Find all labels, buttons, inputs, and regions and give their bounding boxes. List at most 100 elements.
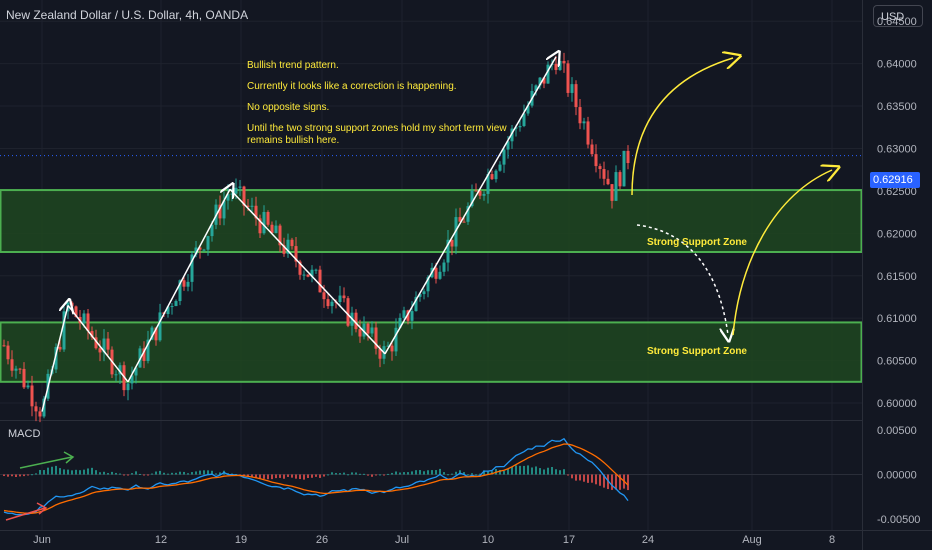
last-price-badge: 0.62916 [870, 172, 920, 188]
candle-body [210, 224, 214, 237]
candle-body [118, 365, 122, 375]
macd-histogram-bar [311, 474, 313, 478]
macd-histogram-bar [591, 474, 593, 483]
macd-histogram-bar [399, 472, 401, 475]
candle-body [222, 200, 226, 219]
macd-histogram-bar [79, 470, 81, 475]
candle-body [474, 190, 478, 192]
macd-arrow-green [19, 456, 73, 469]
candle-body [250, 205, 254, 207]
macd-histogram-bar [475, 474, 477, 476]
candle-body [566, 63, 570, 93]
price-candles [2, 52, 630, 423]
candle-body [22, 368, 26, 388]
candle-body [134, 367, 138, 376]
candle-body [142, 348, 146, 361]
macd-histogram-bar [343, 472, 345, 475]
candle-body [6, 345, 10, 360]
candle-body [438, 271, 442, 279]
macd-histogram-bar [275, 474, 277, 479]
candle-body [422, 291, 426, 295]
candle-body [338, 295, 342, 302]
candle-body [346, 298, 350, 326]
macd-histogram-bar [523, 465, 525, 475]
candle-body [582, 121, 586, 124]
candle-body [278, 225, 282, 246]
support-zone [0, 189, 863, 253]
macd-histogram-bar [507, 468, 509, 475]
macd-histogram-bar [391, 472, 393, 475]
candle-body [418, 294, 422, 297]
trend-line [127, 189, 230, 383]
candle-body [482, 193, 486, 196]
candle-body [390, 345, 394, 352]
candle-body [310, 269, 314, 277]
candle-body [126, 383, 130, 391]
macd-histogram-bar [599, 474, 601, 486]
candle-body [254, 205, 258, 219]
trend-line [41, 305, 68, 412]
candle-body [266, 212, 270, 225]
candle-body [166, 306, 170, 315]
candle-body [98, 348, 102, 353]
price-tick-label: 0.63000 [877, 143, 917, 155]
candle-body [374, 327, 378, 349]
macd-histogram-bar [263, 474, 265, 479]
candle-body [362, 323, 366, 337]
symbol-title: New Zealand Dollar / U.S. Dollar, 4h, OA… [6, 8, 249, 22]
macd-histogram-bar [251, 474, 253, 477]
candle-body [518, 126, 522, 128]
candle-body [370, 327, 374, 334]
macd-histogram-bar [171, 472, 173, 475]
candle-body [194, 247, 198, 255]
candle-body [318, 269, 322, 293]
macd-histogram-bar [131, 473, 133, 475]
candle-body [86, 313, 90, 332]
candle-body [14, 368, 18, 371]
macd-histogram-bar [503, 470, 505, 475]
macd-histogram-bar [359, 473, 361, 475]
macd-histogram-bar [511, 466, 513, 475]
upper-zone-label: Strong Support Zone [647, 237, 747, 248]
macd-histogram-bar [175, 472, 177, 475]
macd-histogram-bar [279, 474, 281, 478]
trend-line [67, 304, 129, 383]
macd-histogram-bar [123, 474, 125, 476]
macd-histogram-bar [295, 474, 297, 479]
candle-body [18, 368, 22, 370]
support-zones [0, 189, 863, 383]
candle-body [282, 245, 286, 254]
macd-histogram-bar [515, 465, 517, 475]
time-tick-label: Jul [395, 534, 409, 546]
macd-arrow-red [5, 507, 46, 521]
candle-body [470, 190, 474, 207]
macd-histogram-bar [91, 467, 93, 475]
candle-body [38, 411, 42, 417]
candle-body [434, 267, 438, 279]
currency-button[interactable]: USD [873, 5, 923, 27]
macd-histogram-bar [27, 474, 29, 476]
candle-body [70, 302, 74, 307]
candle-body [130, 375, 134, 384]
trend-line [229, 188, 386, 355]
macd-histogram-bar [371, 474, 373, 477]
candle-body [578, 107, 582, 124]
candle-body [426, 277, 430, 292]
macd-histogram-bar [23, 474, 25, 477]
macd-histogram-bar [111, 471, 113, 475]
macd-histogram-bar [363, 473, 365, 475]
macd-histogram-bar [447, 474, 449, 476]
candle-body [386, 345, 390, 347]
candle-body [506, 141, 510, 150]
macd-histogram-bar [187, 473, 189, 475]
macd-histogram-bar [195, 471, 197, 475]
macd-histogram-bar [431, 470, 433, 475]
macd-arrow-green-head [63, 451, 75, 464]
macd-histogram-bar [315, 474, 317, 477]
macd-pane [0, 437, 862, 521]
candle-body [62, 311, 66, 350]
macd-histogram-bar [375, 474, 377, 476]
macd-histogram-bar [291, 474, 293, 478]
candle-body [182, 280, 186, 287]
